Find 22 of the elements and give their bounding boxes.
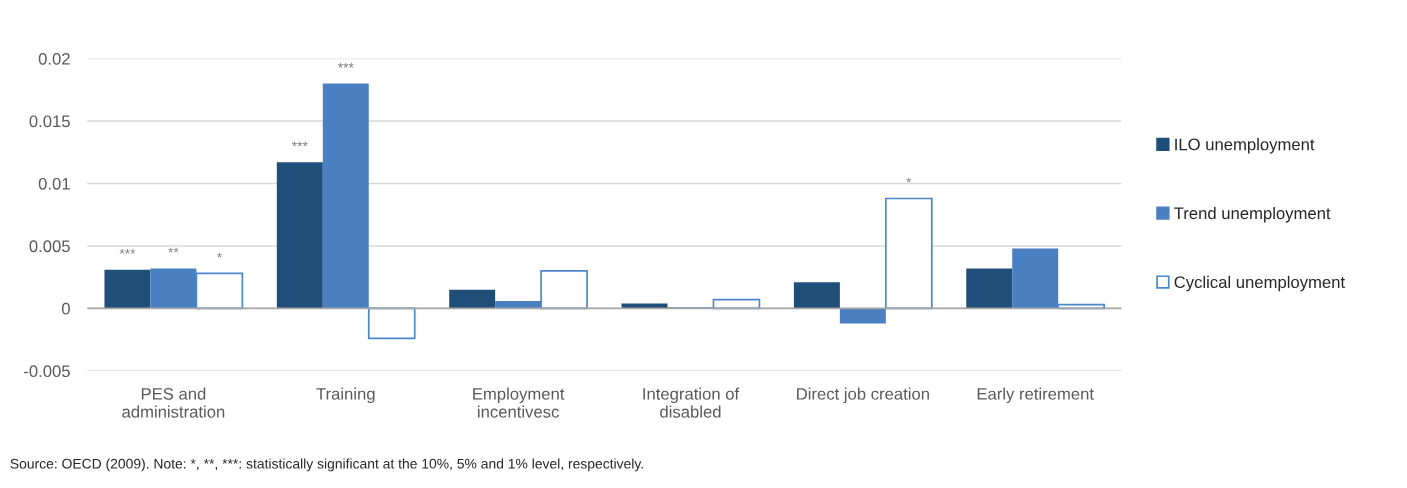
x-tick-label: Employment incentivesc	[473, 387, 565, 418]
x-tick-label: PES and administration	[122, 387, 225, 418]
y-tick-label: 0.005	[29, 240, 70, 253]
y-tick-label: -0.005	[24, 365, 70, 378]
x-tick-label: Integration of disabled	[643, 387, 740, 418]
source-note: Source: OECD (2009). Note: *, **, ***: statistically significant at the 10%, 5% and 1% level, respectively.	[10, 458, 643, 472]
x-tick-label: Direct job creation	[797, 387, 929, 404]
y-tick-label: 0.01	[38, 177, 70, 190]
legend-label: ILO unemployment	[1175, 138, 1315, 154]
legend-label: Trend unemployment	[1174, 206, 1331, 223]
data-label: *	[906, 177, 912, 183]
x-tick-label: Training	[316, 387, 375, 404]
data-label: ***	[337, 62, 354, 68]
y-tick-label: 0.02	[38, 52, 70, 65]
x-tick-label: Early retirement	[977, 387, 1094, 404]
data-label: ***	[119, 248, 136, 254]
y-tick-label: 0.015	[29, 115, 70, 128]
data-label: **	[168, 247, 179, 253]
data-label: *	[216, 252, 222, 258]
y-tick-label: 0	[61, 302, 70, 315]
data-label: ***	[291, 141, 308, 147]
legend-label: Cyclical unemployment	[1174, 275, 1345, 292]
